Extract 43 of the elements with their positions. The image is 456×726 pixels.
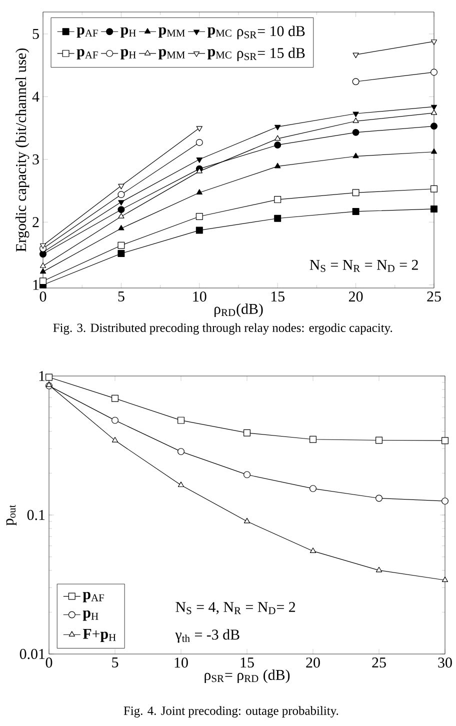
x-tick-label: 15: [271, 292, 284, 302]
caption: Fig. 4. Joint precoding: outage probability.: [124, 706, 338, 718]
x-tick-label: 20: [306, 658, 320, 668]
annotation: ρ$_{SR}$= 10 dB: [237, 26, 305, 40]
x-tick-label: 15: [240, 658, 254, 668]
annotation: N$_{S}$ = 4, N$_{R}$ = N$_{D}$= 2: [176, 602, 296, 614]
x-tick-label: 25: [372, 658, 386, 668]
y-axis-title: p$_{out}$: [6, 504, 16, 526]
legend-label: F+p$_{H}$: [82, 628, 116, 642]
y-tick-label: 1: [33, 280, 39, 290]
x-tick-label: 0: [46, 658, 52, 668]
legend-label: p$_{H}$: [82, 610, 98, 621]
x-tick-label: 5: [112, 658, 118, 668]
annotation: N$_{S}$ = N$_{R}$ = N$_{D}$ = 2: [310, 260, 418, 272]
legend-label: p$_{MM}$: [158, 27, 185, 38]
legend-label: p$_{H}$: [120, 49, 136, 60]
annotation: ρ$_{SR}$= 15 dB: [237, 48, 305, 62]
annotation: γ$_{th}$ = -3 dB: [175, 629, 240, 643]
legend-label: p$_{AF}$: [82, 592, 104, 602]
y-tick-label: 4: [32, 92, 40, 102]
x-tick-label: 20: [348, 292, 363, 302]
legend-label: p$_{MM}$: [158, 49, 185, 60]
y-tick-label: 0.1: [27, 510, 45, 520]
y-tick-label: 1: [39, 371, 45, 381]
y-axis-title: Ergodic capacity (bit/channel use): [16, 48, 30, 252]
y-tick-label: 2: [32, 217, 39, 228]
y-tick-label: 5: [32, 28, 39, 39]
x-tick-label: 10: [174, 658, 188, 668]
x-tick-label: 30: [438, 658, 452, 668]
x-tick-label: 0: [40, 292, 46, 302]
legend-label: p$_{MC}$: [208, 49, 232, 60]
legend-label: p$_{AF}$: [76, 27, 98, 38]
x-axis-title: ρ$_{RD}$(dB): [214, 303, 263, 318]
y-tick-label: 3: [32, 154, 39, 164]
legend-label: p$_{H}$: [120, 27, 136, 38]
x-tick-label: 10: [193, 292, 206, 302]
x-tick-label: 5: [118, 292, 124, 302]
x-tick-label: 25: [427, 292, 441, 302]
x-axis-title: ρ$_{SR}$= ρ$_{RD}$ (dB): [204, 669, 290, 684]
y-tick-label: 0.01: [20, 648, 45, 660]
legend-label: p$_{MC}$: [208, 27, 232, 38]
caption: Fig. 3. Distributed precoding through relay nodes: ergodic capacity.: [53, 323, 392, 335]
legend-label: p$_{AF}$: [76, 49, 98, 60]
